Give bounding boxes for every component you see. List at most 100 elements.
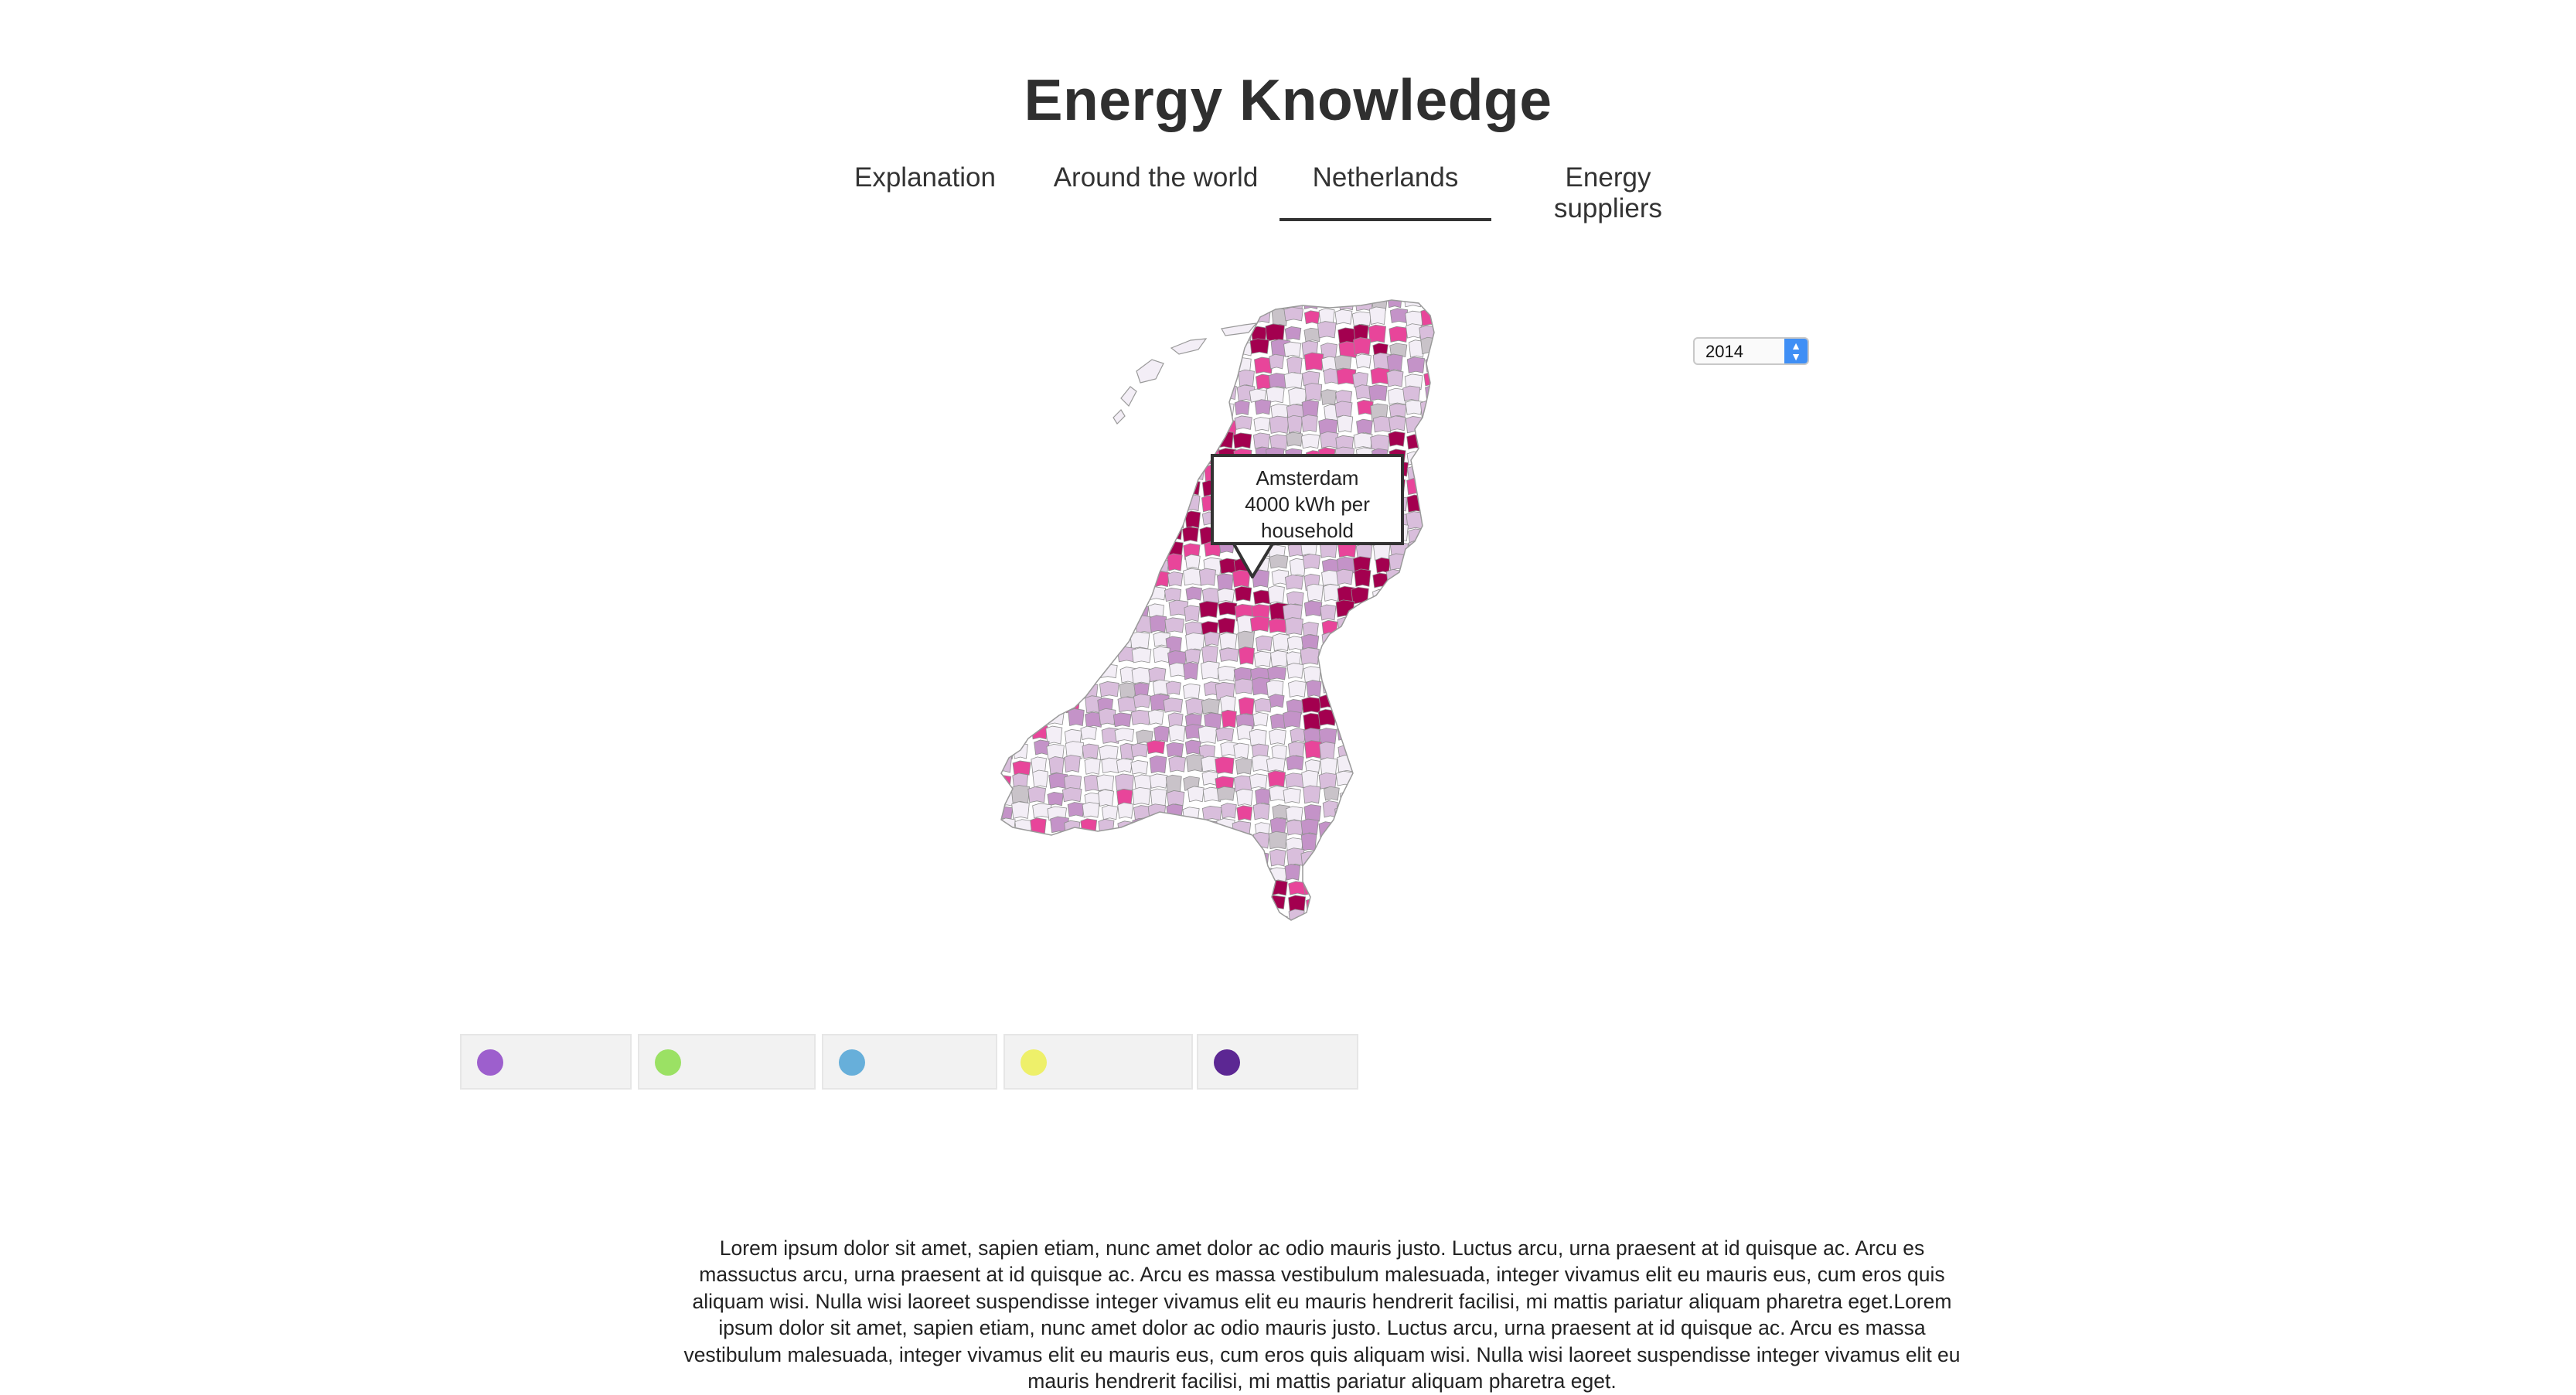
- municipality-region[interactable]: [1099, 404, 1116, 421]
- municipality-region[interactable]: [1303, 310, 1320, 325]
- municipality-region[interactable]: [1166, 819, 1184, 835]
- municipality-region[interactable]: [1235, 788, 1253, 807]
- municipality-region[interactable]: [1031, 724, 1048, 740]
- municipality-region[interactable]: [1181, 371, 1201, 387]
- municipality-region[interactable]: [1116, 294, 1132, 309]
- municipality-region[interactable]: [1115, 773, 1134, 791]
- municipality-region[interactable]: [1407, 466, 1426, 482]
- municipality-region[interactable]: [1014, 479, 1032, 496]
- municipality-region[interactable]: [1217, 912, 1233, 926]
- municipality-region[interactable]: [1268, 831, 1287, 850]
- municipality-region[interactable]: [1252, 896, 1271, 916]
- municipality-region[interactable]: [1440, 343, 1457, 358]
- municipality-region[interactable]: [1215, 833, 1235, 851]
- municipality-region[interactable]: [1033, 570, 1051, 585]
- municipality-region[interactable]: [1406, 323, 1422, 339]
- municipality-region[interactable]: [997, 585, 1013, 601]
- municipality-region[interactable]: [1269, 879, 1288, 896]
- municipality-region[interactable]: [1389, 853, 1407, 868]
- municipality-region[interactable]: [1215, 756, 1235, 775]
- municipality-region[interactable]: [1068, 708, 1085, 727]
- municipality-region[interactable]: [1422, 555, 1439, 573]
- municipality-region[interactable]: [1455, 294, 1471, 309]
- municipality-region[interactable]: [1318, 773, 1337, 790]
- municipality-region[interactable]: [1063, 908, 1079, 926]
- municipality-region[interactable]: [1458, 899, 1477, 914]
- municipality-region[interactable]: [1065, 476, 1085, 493]
- municipality-region[interactable]: [1012, 760, 1031, 776]
- municipality-region[interactable]: [1000, 554, 1015, 569]
- municipality-region[interactable]: [1355, 775, 1372, 790]
- municipality-region[interactable]: [1350, 836, 1371, 854]
- municipality-region[interactable]: [1149, 309, 1168, 326]
- tab-netherlands[interactable]: Netherlands: [1279, 162, 1491, 221]
- municipality-region[interactable]: [1198, 910, 1218, 925]
- municipality-region[interactable]: [1130, 866, 1148, 881]
- municipality-region[interactable]: [1284, 864, 1301, 881]
- municipality-region[interactable]: [1152, 466, 1170, 482]
- municipality-region[interactable]: [1408, 540, 1424, 558]
- municipality-region[interactable]: [1082, 462, 1102, 477]
- municipality-region[interactable]: [1149, 773, 1168, 789]
- municipality-region[interactable]: [1166, 867, 1185, 884]
- municipality-region[interactable]: [1149, 755, 1167, 774]
- municipality-region[interactable]: [1371, 630, 1392, 648]
- municipality-region[interactable]: [1220, 695, 1236, 712]
- municipality-region[interactable]: [1148, 493, 1167, 511]
- municipality-region[interactable]: [1438, 738, 1457, 756]
- municipality-region[interactable]: [1420, 466, 1440, 482]
- municipality-region[interactable]: [1045, 617, 1065, 633]
- municipality-region[interactable]: [1249, 338, 1269, 354]
- municipality-region[interactable]: [1237, 630, 1255, 650]
- municipality-region[interactable]: [1153, 295, 1170, 310]
- municipality-region[interactable]: [997, 605, 1014, 620]
- municipality-region[interactable]: [1198, 568, 1216, 586]
- municipality-region[interactable]: [1253, 650, 1272, 667]
- municipality-region[interactable]: [1421, 542, 1441, 561]
- municipality-region[interactable]: [1423, 419, 1441, 437]
- municipality-region[interactable]: [1423, 693, 1443, 711]
- municipality-region[interactable]: [1324, 786, 1340, 801]
- municipality-region[interactable]: [1234, 585, 1252, 602]
- municipality-region[interactable]: [997, 806, 1014, 820]
- municipality-region[interactable]: [1031, 357, 1048, 374]
- municipality-region[interactable]: [1031, 461, 1050, 479]
- municipality-region[interactable]: [1185, 430, 1206, 448]
- municipality-region[interactable]: [1133, 401, 1152, 417]
- municipality-region[interactable]: [997, 417, 1015, 435]
- municipality-region[interactable]: [1134, 851, 1153, 870]
- municipality-region[interactable]: [1269, 294, 1286, 310]
- municipality-region[interactable]: [1065, 511, 1084, 528]
- municipality-region[interactable]: [1184, 554, 1201, 569]
- municipality-region[interactable]: [1016, 573, 1034, 588]
- municipality-region[interactable]: [1217, 666, 1236, 682]
- municipality-region[interactable]: [1440, 680, 1457, 694]
- municipality-region[interactable]: [1442, 882, 1460, 897]
- municipality-region[interactable]: [1338, 296, 1354, 311]
- municipality-region[interactable]: [1386, 370, 1404, 387]
- municipality-region[interactable]: [1099, 708, 1116, 725]
- municipality-region[interactable]: [1256, 635, 1273, 652]
- municipality-region[interactable]: [1033, 667, 1051, 683]
- municipality-region[interactable]: [1067, 556, 1085, 574]
- municipality-region[interactable]: [1420, 865, 1436, 882]
- municipality-region[interactable]: [1084, 618, 1102, 637]
- municipality-region[interactable]: [1187, 450, 1204, 469]
- municipality-region[interactable]: [1423, 588, 1441, 603]
- municipality-region[interactable]: [1357, 786, 1375, 802]
- municipality-region[interactable]: [1169, 401, 1187, 418]
- municipality-region[interactable]: [1034, 476, 1051, 496]
- municipality-region[interactable]: [1337, 931, 1354, 946]
- municipality-region[interactable]: [1114, 543, 1133, 558]
- municipality-region[interactable]: [1272, 633, 1290, 652]
- municipality-region[interactable]: [1458, 681, 1475, 697]
- municipality-region[interactable]: [1000, 619, 1018, 637]
- municipality-region[interactable]: [1436, 820, 1454, 836]
- municipality-region[interactable]: [1406, 494, 1426, 513]
- municipality-region[interactable]: [1063, 569, 1083, 588]
- municipality-region[interactable]: [1102, 527, 1118, 544]
- municipality-region[interactable]: [1317, 708, 1337, 726]
- municipality-region[interactable]: [1115, 894, 1136, 912]
- municipality-region[interactable]: [1334, 635, 1352, 650]
- municipality-region[interactable]: [1439, 632, 1456, 649]
